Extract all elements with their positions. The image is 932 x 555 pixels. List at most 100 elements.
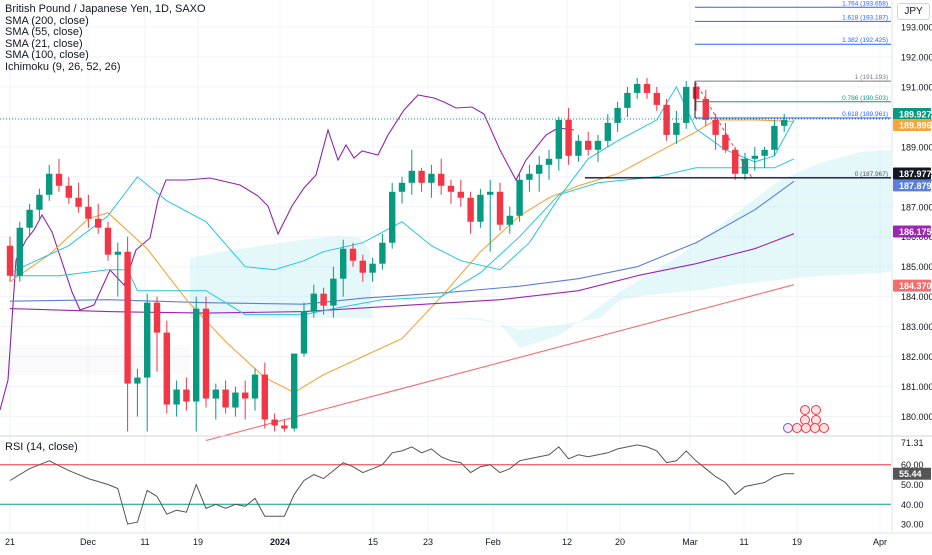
- price-badge-bg: [893, 108, 931, 121]
- ichimoku-lagging-span: [0, 94, 575, 411]
- price-badge: 189.896: [893, 118, 932, 131]
- rsi-band: [0, 464, 891, 505]
- fib-level-label: 1 (191.193): [855, 74, 888, 81]
- time-tick-label: 12: [562, 537, 572, 547]
- candle-body: [85, 206, 92, 219]
- candle-body: [163, 332, 170, 405]
- price-tick-label: 184.000: [901, 292, 932, 302]
- candle-body: [291, 353, 298, 429]
- price-badge-label: 189.927: [899, 110, 932, 120]
- time-tick-label: 20: [615, 537, 625, 547]
- candle-body: [340, 248, 347, 279]
- candle-body: [555, 119, 562, 159]
- candle-body: [692, 86, 700, 99]
- time-tick-label: 2024: [270, 537, 290, 547]
- rsi-badge-bg: [893, 467, 931, 480]
- price-tick-label: 185.000: [901, 262, 932, 272]
- event-marker-icon: [801, 423, 811, 433]
- time-tick-label: 21: [5, 537, 15, 547]
- ichimoku-conversion-line: [9, 85, 795, 274]
- candle-body: [153, 302, 161, 333]
- candle-body: [634, 83, 641, 93]
- candle-body: [683, 86, 690, 123]
- time-tick-label: 15: [368, 537, 378, 547]
- indicator-sma200[interactable]: SMA (200, close): [5, 14, 89, 27]
- time-tick-label: Apr: [873, 537, 887, 547]
- candle-body: [536, 164, 543, 174]
- candle-body: [496, 191, 504, 225]
- candle-body: [183, 389, 190, 402]
- candle-body: [369, 263, 376, 273]
- candle-body: [222, 389, 229, 408]
- candle-body: [487, 191, 494, 195]
- candle-body: [212, 389, 219, 399]
- price-badge-bg: [893, 179, 931, 192]
- price-badge: 187.977: [893, 167, 932, 180]
- time-tick-label: Mar: [682, 537, 698, 547]
- candle-body: [75, 197, 82, 207]
- fib-level-label: 1.382 (192.425): [842, 37, 888, 44]
- candle-body: [202, 308, 210, 399]
- indicator-sma55[interactable]: SMA (55, close): [5, 26, 83, 39]
- candle-body: [653, 92, 660, 105]
- candle-body: [751, 155, 758, 159]
- candle-body: [575, 140, 582, 156]
- candle-body: [438, 173, 445, 186]
- candle-body: [594, 140, 602, 150]
- candle-body: [663, 104, 670, 135]
- currency-selector[interactable]: JPY: [897, 3, 930, 20]
- price-tick-label: 180.000: [901, 412, 932, 422]
- candle-body: [173, 389, 180, 405]
- price-badge-label: 189.896: [899, 120, 932, 130]
- fib-level-label: 1.618 (193.187): [842, 14, 888, 21]
- candle-body: [251, 374, 259, 399]
- candle-body: [722, 134, 729, 150]
- candle-body: [702, 98, 709, 120]
- indicator-sma100[interactable]: SMA (100, close): [5, 49, 89, 62]
- time-tick-label: 19: [792, 537, 802, 547]
- candle-body: [104, 227, 112, 255]
- fib-level-label: 0.786 (190.503): [842, 95, 888, 102]
- candle-body: [447, 185, 455, 192]
- candle-body: [134, 377, 141, 384]
- candle-body: [506, 215, 513, 225]
- candle-body: [771, 125, 778, 150]
- candle-body: [124, 251, 131, 384]
- candle-body: [545, 158, 553, 165]
- candle-body: [761, 149, 768, 156]
- candle-body: [300, 311, 308, 354]
- candle-body: [732, 149, 739, 174]
- price-badge-bg: [893, 167, 931, 180]
- candle-body: [65, 185, 72, 198]
- price-tick-label: 191.000: [901, 82, 932, 92]
- event-marker-icon: [819, 423, 829, 433]
- indicator-ichimoku[interactable]: Ichimoku (9, 26, 52, 26): [5, 60, 121, 73]
- time-tick-label: 19: [193, 537, 203, 547]
- fib-level-label: 0 (187.967): [855, 171, 888, 178]
- price-badge-bg: [893, 279, 931, 292]
- time-tick-label: Feb: [485, 537, 501, 547]
- candle-body: [193, 308, 200, 402]
- candle-body: [232, 392, 239, 408]
- price-badge-label: 186.175: [899, 227, 932, 237]
- candle-body: [46, 173, 53, 195]
- price-tick-label: 187.000: [901, 202, 932, 212]
- event-marker-icon: [811, 405, 821, 415]
- candle-body: [349, 248, 357, 261]
- candle-body: [320, 293, 327, 306]
- time-tick-label: 11: [140, 537, 149, 547]
- sma21-line: [9, 119, 795, 394]
- rsi-legend[interactable]: RSI (14, close): [5, 441, 78, 453]
- candle-body: [310, 293, 317, 312]
- candle-body: [330, 278, 337, 306]
- indicator-sma21[interactable]: SMA (21, close): [5, 37, 83, 50]
- price-tick-label: 181.000: [901, 382, 932, 392]
- fib-trend-line: [694, 80, 753, 179]
- candle-body: [614, 107, 621, 123]
- candle-body: [379, 242, 386, 264]
- price-badge: 184.370: [893, 279, 932, 292]
- price-tick-label: 182.000: [901, 352, 932, 362]
- event-icons: [783, 405, 829, 433]
- chart-legend: British Pound / Japanese Yen, 1D, SAXO S…: [5, 3, 206, 74]
